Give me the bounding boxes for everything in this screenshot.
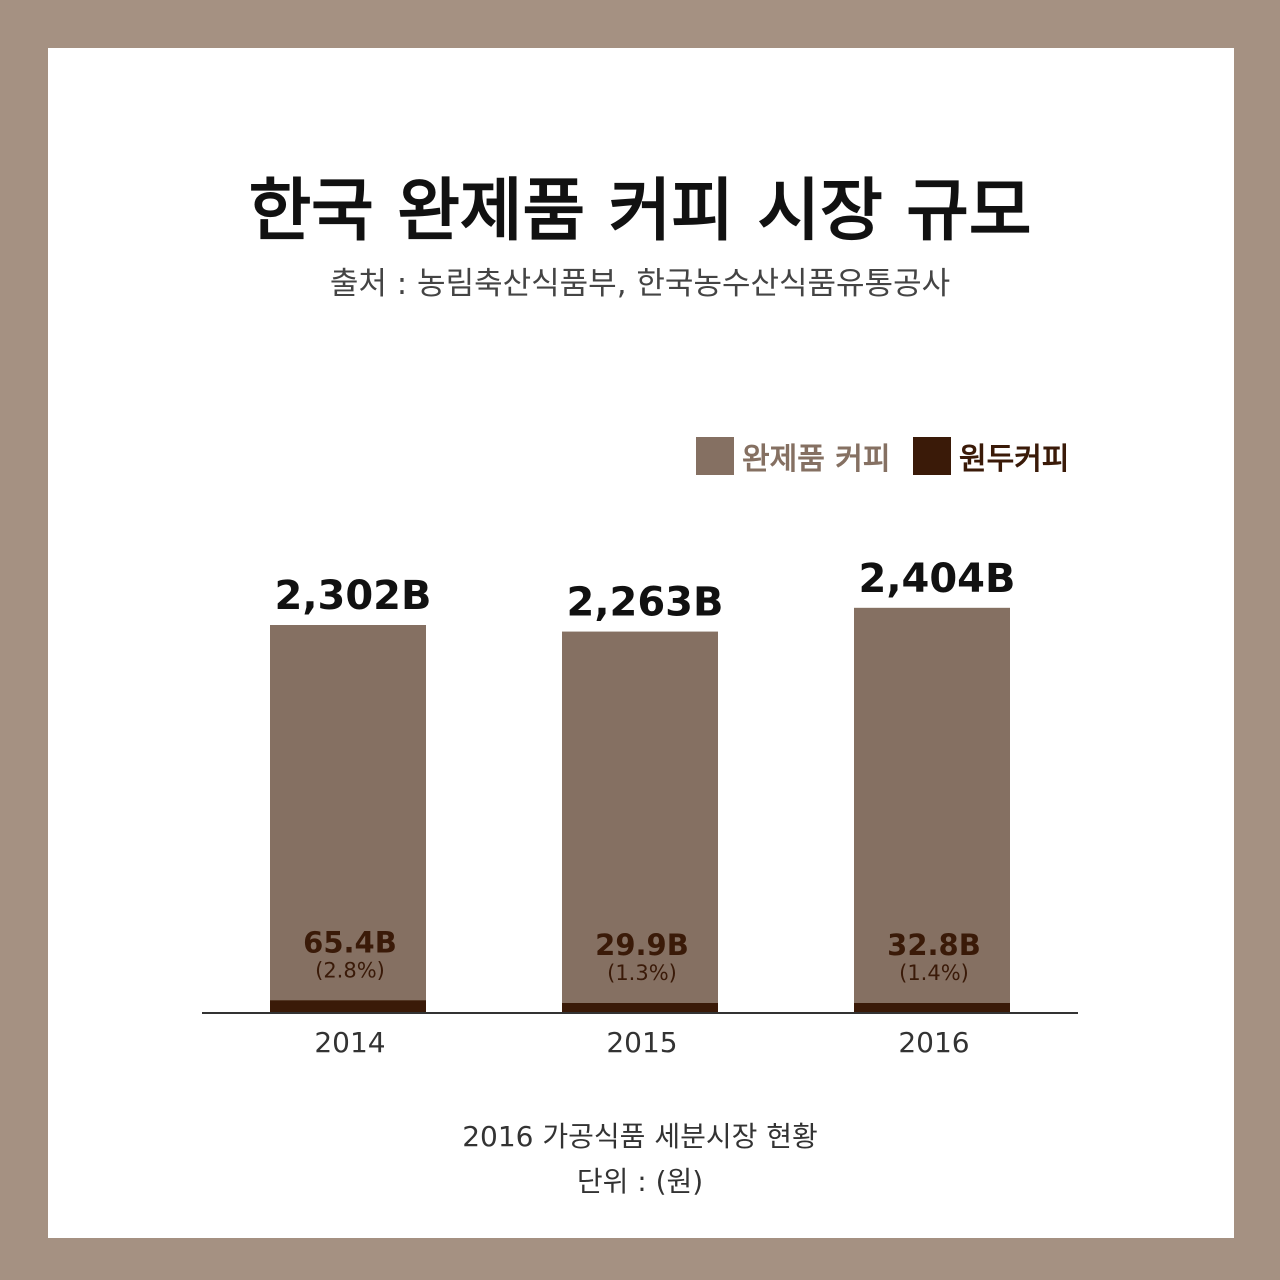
bar-bean-coffee: [562, 1003, 718, 1013]
chart-title: 한국 완제품 커피 시장 규모: [248, 172, 1032, 251]
data-label-bean-coffee: 32.8B: [887, 928, 981, 962]
data-label-bean-share: (2.8%): [315, 958, 385, 982]
x-tick-label: 2015: [606, 1026, 677, 1059]
legend-item-bean-coffee: 원두커피: [913, 436, 1070, 477]
legend-swatch-finished-coffee: [696, 437, 734, 475]
data-label-bean-share: (1.4%): [899, 961, 969, 985]
x-tick-label: 2014: [314, 1026, 385, 1059]
data-label-finished-coffee: 2,404B: [858, 556, 1015, 602]
legend-swatch-bean-coffee: [913, 437, 951, 475]
legend-item-finished-coffee: 완제품 커피: [696, 436, 891, 477]
x-tick-label: 2016: [898, 1026, 969, 1059]
chart-unit: 단위 : (원): [576, 1165, 704, 1198]
data-label-bean-coffee: 29.9B: [595, 928, 689, 962]
bar-finished-coffee: [270, 625, 426, 1013]
data-label-bean-share: (1.3%): [607, 961, 677, 985]
bar-finished-coffee: [854, 607, 1010, 1013]
bar-finished-coffee: [562, 631, 718, 1013]
legend-label-bean-coffee: 원두커피: [959, 442, 1070, 477]
data-label-finished-coffee: 2,263B: [566, 580, 723, 626]
chart-caption: 2016 가공식품 세분시장 현황: [462, 1120, 818, 1153]
bar-bean-coffee: [854, 1003, 1010, 1013]
chart-source: 출처 : 농림축산식품부, 한국농수산식품유통공사: [329, 266, 951, 302]
data-label-bean-coffee: 65.4B: [303, 925, 397, 959]
data-label-finished-coffee: 2,302B: [274, 573, 431, 619]
legend-label-finished-coffee: 완제품 커피: [742, 442, 891, 477]
bar-bean-coffee: [270, 1000, 426, 1013]
